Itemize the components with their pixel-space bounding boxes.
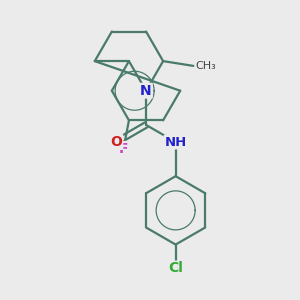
Text: F: F	[119, 142, 128, 156]
Text: N: N	[140, 84, 152, 98]
Text: Cl: Cl	[168, 262, 183, 275]
Text: NH: NH	[164, 136, 187, 148]
Text: O: O	[110, 135, 122, 149]
Text: CH₃: CH₃	[195, 61, 216, 71]
